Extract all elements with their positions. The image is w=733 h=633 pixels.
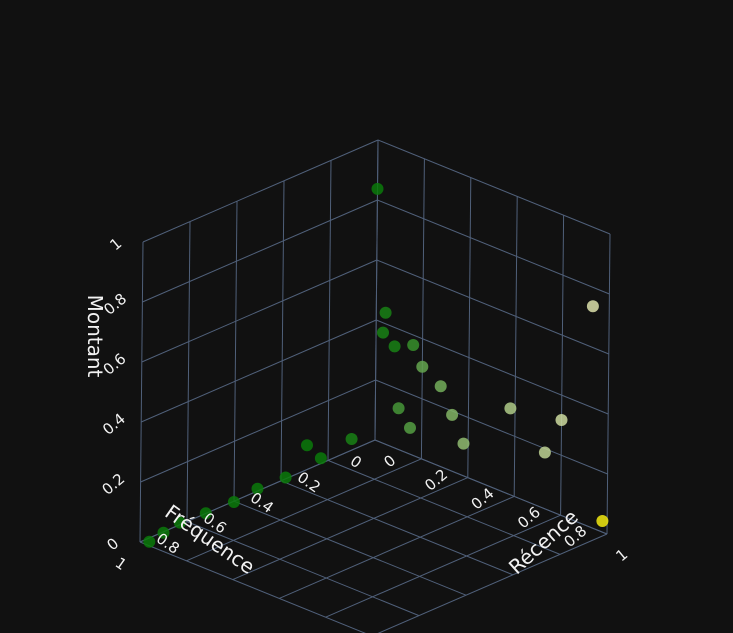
x-tick-label: 0.6 xyxy=(514,503,544,532)
wall-grid-line xyxy=(139,241,144,543)
data-point xyxy=(446,408,459,421)
wall-grid-line xyxy=(186,221,191,522)
data-point xyxy=(586,300,599,313)
floor-grid-line xyxy=(233,500,467,596)
floor-grid-line xyxy=(377,533,608,633)
wall-grid-line xyxy=(140,379,376,483)
wall-grid-line xyxy=(377,199,610,295)
floor-grid-line xyxy=(279,495,515,599)
wall-grid-line xyxy=(467,177,472,478)
y-tick-label: 0.4 xyxy=(247,488,277,516)
wall-grid-line xyxy=(327,160,332,461)
wall-grid-line xyxy=(377,139,611,235)
floor-grid-line xyxy=(327,459,561,555)
data-point xyxy=(407,339,420,351)
floor-grid-line xyxy=(186,521,420,617)
wall-grid-line xyxy=(375,379,608,475)
y-tick-label: 1 xyxy=(112,554,130,574)
data-point xyxy=(392,402,405,415)
wall-grid-line xyxy=(376,319,609,415)
x-tick-label: 0.4 xyxy=(468,484,498,513)
y-tick-label: 0.2 xyxy=(294,468,324,496)
data-point xyxy=(538,446,551,459)
wall-grid-line xyxy=(376,259,609,355)
floor-grid-line xyxy=(186,458,422,562)
data-point xyxy=(555,414,568,426)
grid-lines xyxy=(139,139,611,633)
z-axis-title: Montant xyxy=(83,295,107,378)
floor-grid-line xyxy=(325,514,561,618)
data-point xyxy=(388,340,401,353)
wall-grid-line xyxy=(141,259,377,363)
data-points xyxy=(143,182,609,548)
data-point xyxy=(301,439,313,452)
wall-grid-line xyxy=(233,201,238,502)
data-point xyxy=(596,515,609,527)
data-point xyxy=(345,433,358,445)
z-tick-label: 0.4 xyxy=(99,410,129,439)
data-point xyxy=(279,471,292,484)
z-tick-label: 0 xyxy=(103,534,122,554)
wall-grid-line xyxy=(560,215,565,516)
wall-grid-line xyxy=(513,196,518,497)
data-point xyxy=(157,526,170,539)
wall-grid-line xyxy=(142,199,378,303)
data-point xyxy=(173,516,186,529)
wall-grid-line xyxy=(142,139,379,243)
wall-grid-line xyxy=(280,180,285,481)
data-point xyxy=(251,482,264,495)
data-point xyxy=(371,182,384,195)
wall-grid-line xyxy=(606,233,611,535)
x-tick-label: 0 xyxy=(380,451,399,471)
data-point xyxy=(377,326,389,339)
data-point xyxy=(314,452,327,465)
floor-grid-line xyxy=(280,480,514,576)
y-tick-label: 0.8 xyxy=(153,529,183,557)
data-point xyxy=(404,421,416,434)
data-point xyxy=(379,306,392,319)
wall-grid-line xyxy=(420,158,425,459)
x-tick-label: 1 xyxy=(612,545,631,565)
data-point xyxy=(199,507,212,520)
data-point xyxy=(457,437,470,450)
z-tick-label: 0.2 xyxy=(98,470,128,499)
z-axis-ticks: 00.20.40.60.81 xyxy=(98,234,130,554)
data-point xyxy=(143,535,156,548)
data-point xyxy=(227,496,240,508)
data-point xyxy=(416,360,429,373)
z-tick-label: 1 xyxy=(106,234,125,254)
floor-grid-line xyxy=(139,541,366,633)
data-point xyxy=(504,402,517,415)
wall-grid-line xyxy=(141,319,377,423)
wall-grid-line xyxy=(374,439,608,535)
x-tick-label: 0.2 xyxy=(421,465,451,494)
data-point xyxy=(434,380,447,393)
floor-grid-line xyxy=(232,477,468,581)
